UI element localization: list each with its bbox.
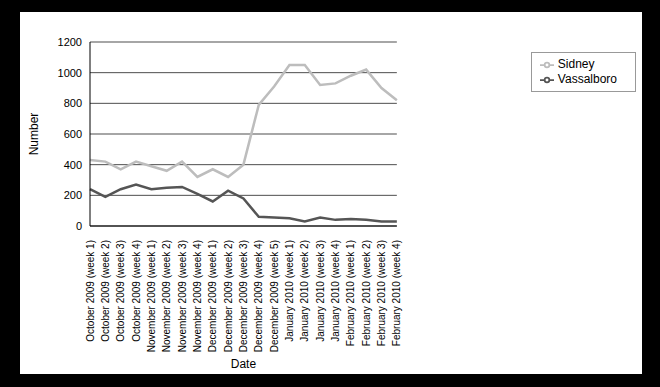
svg-text:December 2009 (week 5): December 2009 (week 5): [269, 240, 280, 352]
svg-text:800: 800: [64, 97, 82, 109]
svg-text:October 2009 (week 3): October 2009 (week 3): [115, 240, 126, 342]
svg-text:November 2009 (week 2): November 2009 (week 2): [161, 240, 172, 352]
svg-text:December 2009 (week 3): December 2009 (week 3): [238, 240, 249, 352]
svg-text:Number: Number: [27, 113, 41, 156]
html-text:Sidney: Sidney: [557, 57, 595, 71]
svg-text:December 2009 (week 4): December 2009 (week 4): [253, 240, 264, 352]
svg-text:January 2010 (week 2): January 2010 (week 2): [299, 240, 310, 342]
svg-text:January 2010 (week 1): January 2010 (week 1): [284, 240, 295, 342]
svg-text:December 2009 (week 1): December 2009 (week 1): [207, 240, 218, 352]
svg-text:1000: 1000: [58, 67, 82, 79]
svg-text:Date: Date: [231, 357, 257, 371]
svg-text:October 2009 (week 1): October 2009 (week 1): [85, 240, 96, 342]
svg-text:400: 400: [64, 159, 82, 171]
svg-text:February 2010 (week 1): February 2010 (week 1): [345, 240, 356, 346]
svg-text:October 2009 (week 2): October 2009 (week 2): [100, 240, 111, 342]
html-text:Vassalboro: Vassalboro: [557, 71, 617, 86]
svg-text:November 2009 (week 3): November 2009 (week 3): [177, 240, 188, 352]
svg-text:November 2009 (week 4): November 2009 (week 4): [192, 240, 203, 352]
svg-text:January 2010 (week 3): January 2010 (week 3): [315, 240, 326, 342]
svg-text:February 2010 (week 2): February 2010 (week 2): [361, 240, 372, 346]
svg-text:November 2009 (week 1): November 2009 (week 1): [146, 240, 157, 352]
svg-text:600: 600: [64, 128, 82, 140]
svg-text:October 2009 (week 4): October 2009 (week 4): [131, 240, 142, 342]
svg-text:1200: 1200: [58, 36, 82, 48]
svg-text:0: 0: [76, 220, 82, 232]
svg-text:February 2010 (week 3): February 2010 (week 3): [376, 240, 387, 346]
svg-text:February 2010 (week 4): February 2010 (week 4): [391, 240, 402, 346]
svg-text:December 2009 (week 2): December 2009 (week 2): [223, 240, 234, 352]
svg-text:200: 200: [64, 189, 82, 201]
svg-text:January 2010 (week 4): January 2010 (week 4): [330, 240, 341, 342]
